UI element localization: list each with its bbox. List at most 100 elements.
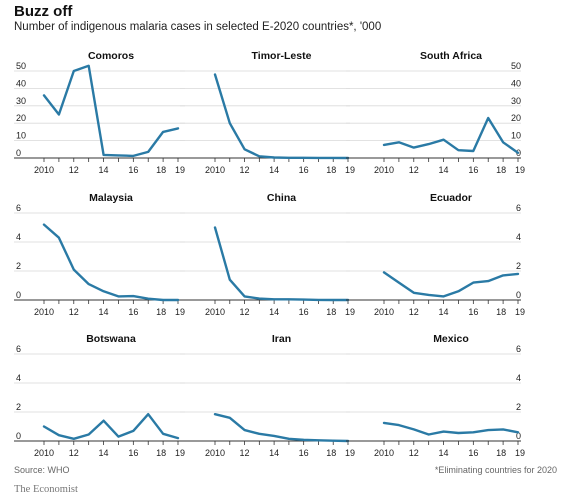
panel-china: China 2010 12 14 16 18 19	[180, 192, 355, 317]
x-tick-label: 18	[326, 448, 336, 458]
x-tick-label: 19	[515, 165, 525, 175]
y-tick-label: 50	[511, 61, 521, 71]
panel-title: Ecuador	[430, 192, 472, 204]
chart-subtitle: Number of indigenous malaria cases in se…	[14, 21, 382, 33]
y-tick-label: 6	[516, 203, 521, 213]
x-tick-label: 2010	[374, 448, 394, 458]
panel-title: Malaysia	[89, 192, 133, 204]
x-tick-label: 12	[69, 448, 79, 458]
x-tick-label: 12	[240, 307, 250, 317]
x-tick-label: 12	[240, 165, 250, 175]
y-tick-label: 6	[16, 344, 21, 354]
x-tick-label: 16	[299, 307, 309, 317]
y-tick-label: 0	[16, 290, 21, 300]
x-tick-label: 12	[409, 165, 419, 175]
series-line	[382, 116, 520, 154]
x-tick-label: 16	[468, 307, 478, 317]
x-tick-label: 18	[156, 307, 166, 317]
x-tick-label: 19	[515, 307, 525, 317]
series-line	[382, 271, 520, 298]
x-tick-label: 18	[326, 165, 336, 175]
series-line	[213, 73, 350, 160]
x-tick-label: 2010	[374, 165, 394, 175]
series-line	[42, 64, 180, 158]
x-tick-label: 19	[175, 448, 185, 458]
panel-title: Timor-Leste	[252, 50, 312, 62]
series-line	[213, 226, 350, 302]
y-tick-label: 2	[16, 402, 21, 412]
y-tick-label: 40	[16, 78, 26, 88]
x-tick-label: 16	[468, 448, 478, 458]
x-tick-label: 18	[496, 165, 506, 175]
chart-title: Buzz off	[14, 3, 73, 20]
x-tick-label: 18	[496, 307, 506, 317]
x-tick-label: 18	[496, 448, 506, 458]
y-tick-label: 0	[516, 290, 521, 300]
x-tick-label: 12	[240, 448, 250, 458]
x-tick-label: 16	[299, 448, 309, 458]
x-tick-label: 19	[345, 165, 355, 175]
series-line	[213, 413, 350, 443]
series-line	[42, 413, 180, 440]
y-tick-label: 20	[16, 113, 26, 123]
panel-title: Comoros	[88, 50, 134, 62]
x-tick-label: 18	[156, 448, 166, 458]
x-tick-label: 2010	[34, 165, 54, 175]
x-tick-label: 14	[99, 165, 109, 175]
panel-iran: Iran 2010 12 14 16 18 19	[180, 333, 355, 458]
x-tick-label: 19	[345, 448, 355, 458]
panel-title: Mexico	[433, 333, 469, 345]
x-tick-label: 16	[128, 448, 138, 458]
y-tick-label: 4	[16, 373, 21, 383]
footnote: *Eliminating countries for 2020	[434, 465, 557, 475]
x-tick-label: 16	[128, 307, 138, 317]
y-tick-label: 30	[511, 96, 521, 106]
x-tick-label: 16	[128, 165, 138, 175]
x-tick-label: 18	[326, 307, 336, 317]
y-tick-label: 0	[16, 431, 21, 441]
x-tick-label: 2010	[205, 448, 225, 458]
panel-title: Botswana	[86, 333, 136, 345]
panel-title: South Africa	[420, 50, 482, 62]
series-line	[42, 223, 180, 302]
brand-logo: The Economist	[14, 484, 78, 495]
y-tick-label: 20	[511, 113, 521, 123]
y-tick-label: 2	[516, 402, 521, 412]
x-tick-label: 14	[99, 307, 109, 317]
x-tick-label: 19	[515, 448, 525, 458]
x-tick-label: 14	[439, 307, 449, 317]
y-tick-label: 4	[516, 373, 521, 383]
panel-botswana: Botswana 0 2 4 6 2010 12 14 16 18 19	[14, 333, 185, 458]
x-tick-label: 12	[69, 165, 79, 175]
source-note: Source: WHO	[14, 465, 70, 475]
panel-ecuador: Ecuador 0 2 4 6 2010 12 14 16 18 19	[346, 192, 525, 317]
x-tick-label: 14	[439, 165, 449, 175]
panel-title: China	[267, 192, 296, 204]
x-tick-label: 2010	[374, 307, 394, 317]
x-tick-label: 2010	[34, 307, 54, 317]
y-tick-label: 40	[511, 78, 521, 88]
y-tick-label: 0	[16, 148, 21, 158]
panel-comoros: Comoros 0 10 20 30 40 50 2010 12 14 16 18 19	[14, 50, 185, 175]
panel-mexico: Mexico 0 2 4 6 2010 12 14 16 18 19	[346, 333, 525, 458]
panel-malaysia: Malaysia 0 2 4 6 2010 12 14 16 18 19	[14, 192, 185, 317]
x-tick-label: 16	[468, 165, 478, 175]
x-tick-label: 14	[439, 448, 449, 458]
x-tick-label: 14	[99, 448, 109, 458]
x-tick-label: 16	[299, 165, 309, 175]
y-tick-label: 2	[516, 261, 521, 271]
x-tick-label: 12	[409, 307, 419, 317]
y-tick-label: 4	[16, 232, 21, 242]
x-tick-label: 14	[269, 448, 279, 458]
y-tick-label: 4	[516, 232, 521, 242]
x-tick-label: 14	[269, 307, 279, 317]
x-tick-label: 12	[69, 307, 79, 317]
x-tick-label: 12	[409, 448, 419, 458]
x-tick-label: 18	[156, 165, 166, 175]
x-tick-label: 19	[345, 307, 355, 317]
panel-title: Iran	[272, 333, 291, 345]
y-tick-label: 10	[16, 131, 26, 141]
y-tick-label: 6	[516, 344, 521, 354]
